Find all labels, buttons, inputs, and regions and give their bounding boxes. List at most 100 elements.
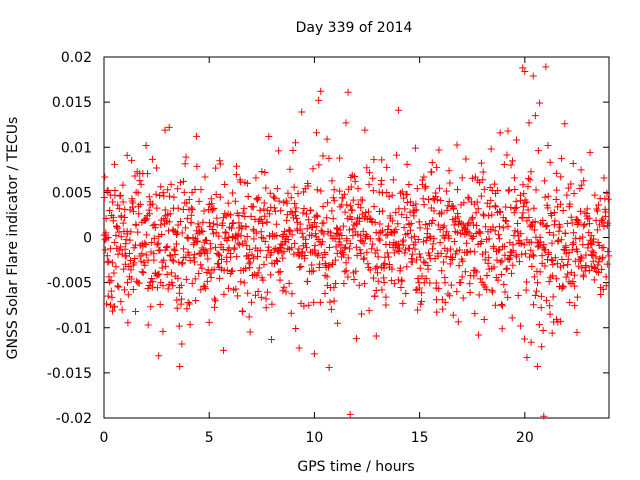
band-point — [153, 284, 161, 292]
band-point — [385, 193, 393, 201]
band-point — [239, 308, 247, 316]
band-point — [494, 276, 502, 284]
band-point — [363, 248, 371, 256]
band-point — [529, 251, 537, 259]
band-point — [139, 269, 147, 277]
data-point — [348, 171, 356, 179]
band-point — [115, 205, 123, 213]
band-point — [223, 266, 231, 274]
band-point — [324, 199, 332, 207]
band-point — [116, 192, 124, 200]
band-point — [430, 235, 438, 243]
band-point — [260, 199, 268, 207]
band-point — [592, 253, 600, 261]
data-point — [548, 329, 556, 337]
data-point — [216, 157, 224, 165]
band-point — [352, 243, 360, 251]
band-point — [411, 207, 419, 215]
band-point — [216, 193, 224, 201]
band-point — [600, 174, 608, 182]
band-point — [380, 264, 388, 272]
band-point — [305, 301, 313, 309]
band-point — [190, 254, 198, 262]
band-point — [160, 256, 168, 264]
band-point — [288, 244, 296, 252]
data-point — [224, 210, 232, 218]
data-point — [123, 151, 131, 159]
band-point — [568, 246, 576, 254]
band-point — [509, 261, 517, 269]
band-point — [415, 250, 423, 258]
band-point — [536, 238, 544, 246]
band-point — [197, 186, 205, 194]
band-point — [130, 259, 138, 267]
data-point — [138, 250, 146, 258]
band-point — [170, 193, 178, 201]
band-point — [168, 256, 176, 264]
band-point — [418, 298, 426, 306]
data-point — [561, 120, 569, 128]
band-point — [294, 190, 302, 198]
band-point — [109, 213, 117, 221]
data-point — [475, 331, 483, 339]
band-point — [155, 247, 163, 255]
band-point — [204, 255, 212, 263]
band-point — [562, 244, 570, 252]
band-point — [482, 223, 490, 231]
band-point — [443, 228, 451, 236]
band-point — [573, 220, 581, 228]
data-point — [357, 204, 365, 212]
band-point — [477, 159, 485, 167]
band-point — [250, 235, 258, 243]
band-point — [388, 191, 396, 199]
band-point — [240, 204, 248, 212]
band-point — [464, 193, 472, 201]
band-point — [468, 215, 476, 223]
data-point — [353, 335, 360, 343]
band-point — [379, 227, 387, 235]
band-point — [201, 284, 209, 292]
band-point — [280, 283, 288, 291]
band-point — [491, 227, 499, 235]
band-point — [266, 210, 274, 218]
band-point — [212, 190, 220, 198]
band-point — [511, 186, 519, 194]
band-point — [150, 250, 158, 258]
band-point — [279, 254, 287, 262]
y-tick-label: 0.02 — [61, 50, 92, 66]
band-point — [193, 162, 201, 170]
band-point — [455, 218, 463, 226]
band-point — [257, 293, 265, 301]
band-point — [260, 260, 268, 268]
band-point — [308, 232, 316, 240]
band-point — [290, 183, 298, 191]
data-point — [237, 278, 245, 286]
band-point — [248, 298, 256, 306]
data-point — [582, 261, 590, 269]
band-point — [352, 219, 360, 227]
band-point — [191, 258, 199, 266]
band-point — [261, 238, 269, 246]
band-point — [336, 187, 344, 195]
band-point — [550, 231, 558, 239]
band-point — [383, 188, 391, 196]
y-tick-label: -0.005 — [47, 276, 92, 292]
band-point — [341, 268, 349, 276]
band-point — [371, 292, 379, 300]
band-point — [144, 170, 152, 178]
band-point — [120, 214, 128, 222]
band-point — [586, 220, 594, 228]
band-point — [527, 246, 535, 254]
band-point — [326, 298, 334, 306]
band-point — [548, 239, 556, 247]
band-point — [439, 224, 447, 232]
band-point — [231, 197, 239, 205]
band-point — [419, 195, 427, 203]
band-point — [117, 212, 125, 220]
data-point — [540, 412, 548, 420]
band-point — [291, 208, 299, 216]
data-point — [594, 201, 602, 209]
data-point — [228, 267, 236, 275]
data-point — [361, 126, 369, 134]
band-point — [479, 168, 487, 176]
